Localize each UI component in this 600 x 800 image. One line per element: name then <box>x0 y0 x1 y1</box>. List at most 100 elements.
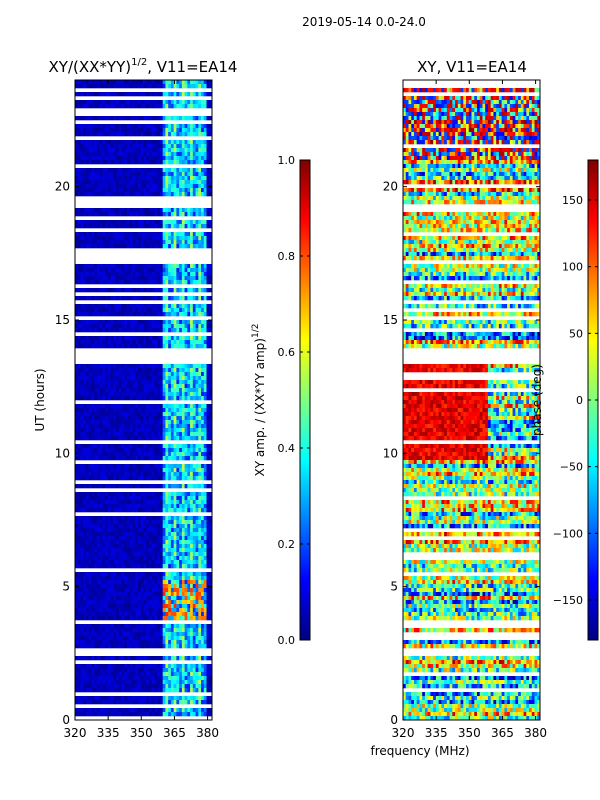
heatmap-cell <box>187 92 191 97</box>
heatmap-cell <box>116 212 120 217</box>
heatmap-cell <box>88 412 92 417</box>
heatmap-cell <box>132 144 136 149</box>
heatmap-cell <box>181 564 185 569</box>
heatmap-cell <box>127 128 131 133</box>
heatmap-cell <box>198 296 202 301</box>
heatmap-cell <box>206 548 210 553</box>
heatmap-cell <box>77 372 81 377</box>
heatmap-cell <box>148 192 153 197</box>
heatmap-cell <box>80 600 84 605</box>
heatmap-cell <box>80 140 84 145</box>
heatmap-cell <box>198 176 202 181</box>
heatmap-cell <box>96 116 101 121</box>
heatmap-cell <box>192 404 196 409</box>
heatmap-cell <box>118 176 122 181</box>
heatmap-cell <box>77 464 81 469</box>
heatmap-cell <box>75 516 79 521</box>
heatmap-cell <box>129 408 133 413</box>
heatmap-cell <box>85 344 90 349</box>
heatmap-cell <box>124 376 128 381</box>
heatmap-cell <box>121 320 125 325</box>
heatmap-cell <box>124 220 128 225</box>
heatmap-cell <box>165 464 169 469</box>
heatmap-cell <box>151 296 155 301</box>
heatmap-cell <box>201 408 205 413</box>
heatmap-cell <box>143 380 147 385</box>
heatmap-cell <box>143 340 147 345</box>
heatmap-cell <box>77 152 81 157</box>
heatmap-cell <box>102 584 106 589</box>
heatmap-cell <box>170 184 175 189</box>
heatmap-cell <box>118 220 122 225</box>
heatmap-cell <box>159 92 164 97</box>
heatmap-cell <box>168 224 172 229</box>
heatmap-cell <box>157 504 161 509</box>
heatmap-cell <box>146 536 150 541</box>
heatmap-cell <box>184 448 188 453</box>
heatmap-cell <box>179 372 183 377</box>
heatmap-cell <box>154 172 158 177</box>
heatmap-cell <box>138 144 142 149</box>
heatmap-cell <box>96 424 101 429</box>
heatmap-cell <box>99 272 103 277</box>
heatmap-cell <box>94 280 98 285</box>
heatmap-cell <box>162 472 166 477</box>
heatmap-cell <box>176 140 180 145</box>
heatmap-cell <box>157 508 161 513</box>
heatmap-cell <box>77 208 81 213</box>
heatmap-cell <box>107 236 112 241</box>
heatmap-cell <box>135 192 139 197</box>
heatmap-cell <box>88 476 92 481</box>
heatmap-cell <box>148 580 153 585</box>
heatmap-cell <box>118 540 122 545</box>
heatmap-cell <box>121 452 125 457</box>
heatmap-cell <box>135 544 139 549</box>
heatmap-cell <box>195 508 199 513</box>
heatmap-cell <box>198 364 202 369</box>
heatmap-cell <box>195 208 199 213</box>
heatmap-cell <box>198 468 202 473</box>
heatmap-cell <box>75 556 79 561</box>
heatmap-cell <box>192 368 196 373</box>
heatmap-cell <box>181 184 185 189</box>
heatmap-cell <box>102 540 106 545</box>
heatmap-cell <box>102 124 106 129</box>
heatmap-cell <box>127 280 131 285</box>
heatmap-cell <box>157 84 161 89</box>
heatmap-cell <box>143 564 147 569</box>
heatmap-cell <box>201 564 205 569</box>
heatmap-cell <box>176 180 180 185</box>
heatmap-cell <box>198 580 202 585</box>
heatmap-cell <box>168 124 172 129</box>
heatmap-cell <box>192 592 196 597</box>
heatmap-cell <box>151 572 155 577</box>
heatmap-cell <box>107 160 112 165</box>
heatmap-cell <box>201 456 205 461</box>
heatmap-cell <box>165 144 169 149</box>
heatmap-cell <box>124 336 128 341</box>
heatmap-cell <box>198 184 202 189</box>
heatmap-cell <box>201 472 205 477</box>
heatmap-cell <box>209 516 213 521</box>
heatmap-cell <box>135 368 139 373</box>
heatmap-cell <box>96 532 101 537</box>
heatmap-cell <box>140 436 144 441</box>
heatmap-cell <box>110 212 114 217</box>
heatmap-cell <box>83 192 87 197</box>
heatmap-cell <box>157 272 161 277</box>
heatmap-cell <box>135 424 139 429</box>
heatmap-cell <box>132 140 136 145</box>
heatmap-cell <box>176 592 180 597</box>
heatmap-cell <box>135 388 139 393</box>
heatmap-cell <box>168 464 172 469</box>
heatmap-cell <box>85 412 90 417</box>
heatmap-cell <box>176 160 180 165</box>
heatmap-cell <box>96 500 101 505</box>
heatmap-cell <box>91 484 95 489</box>
heatmap-cell <box>116 220 120 225</box>
heatmap-cell <box>132 420 136 425</box>
heatmap-cell <box>118 148 122 153</box>
heatmap-cell <box>75 536 79 541</box>
heatmap-cell <box>91 556 95 561</box>
heatmap-cell <box>138 336 142 341</box>
